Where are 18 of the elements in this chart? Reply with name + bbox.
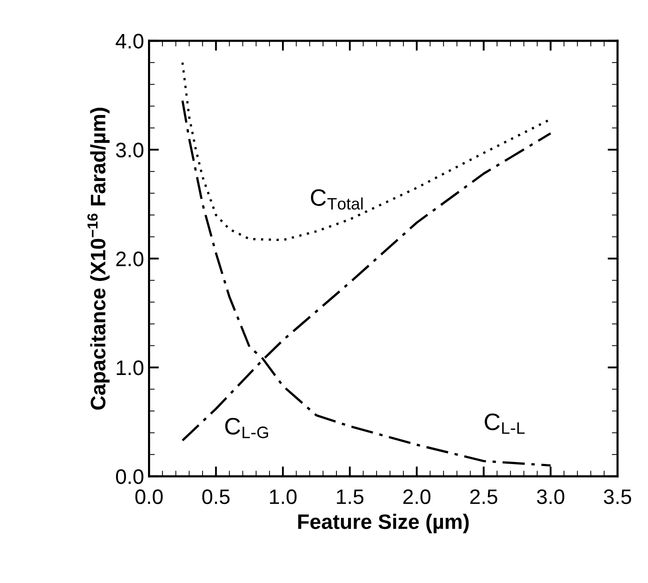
y-axis-title: Capacitance (X10$^{−16}$ Farad/µm) — [87, 108, 110, 410]
y-tick-label: 2.0 — [116, 252, 144, 266]
series-label: C$_{Total}$ — [310, 189, 363, 210]
x-tick-label: 1.0 — [270, 489, 297, 504]
x-tick-label: 3.5 — [604, 489, 632, 504]
y-tick-label: 4.0 — [116, 34, 144, 49]
x-tick-label: 2.5 — [470, 489, 498, 504]
series-label: C$_{L-L}$ — [484, 414, 525, 434]
y-tick-label: 0.0 — [116, 469, 144, 484]
x-tick-label: 0.5 — [202, 489, 230, 504]
y-tick-label: 3.0 — [116, 142, 144, 158]
x-tick-label: 2.0 — [403, 489, 430, 504]
x-axis-title: Feature Size (µm) — [298, 514, 469, 534]
x-tick-label: 1.5 — [336, 490, 364, 504]
x-tick-label: 3.0 — [536, 489, 564, 504]
x-tick-label: 0.0 — [135, 489, 163, 504]
series-label: C$_{L-G}$ — [225, 418, 268, 438]
y-tick-label: 1.0 — [116, 360, 144, 376]
